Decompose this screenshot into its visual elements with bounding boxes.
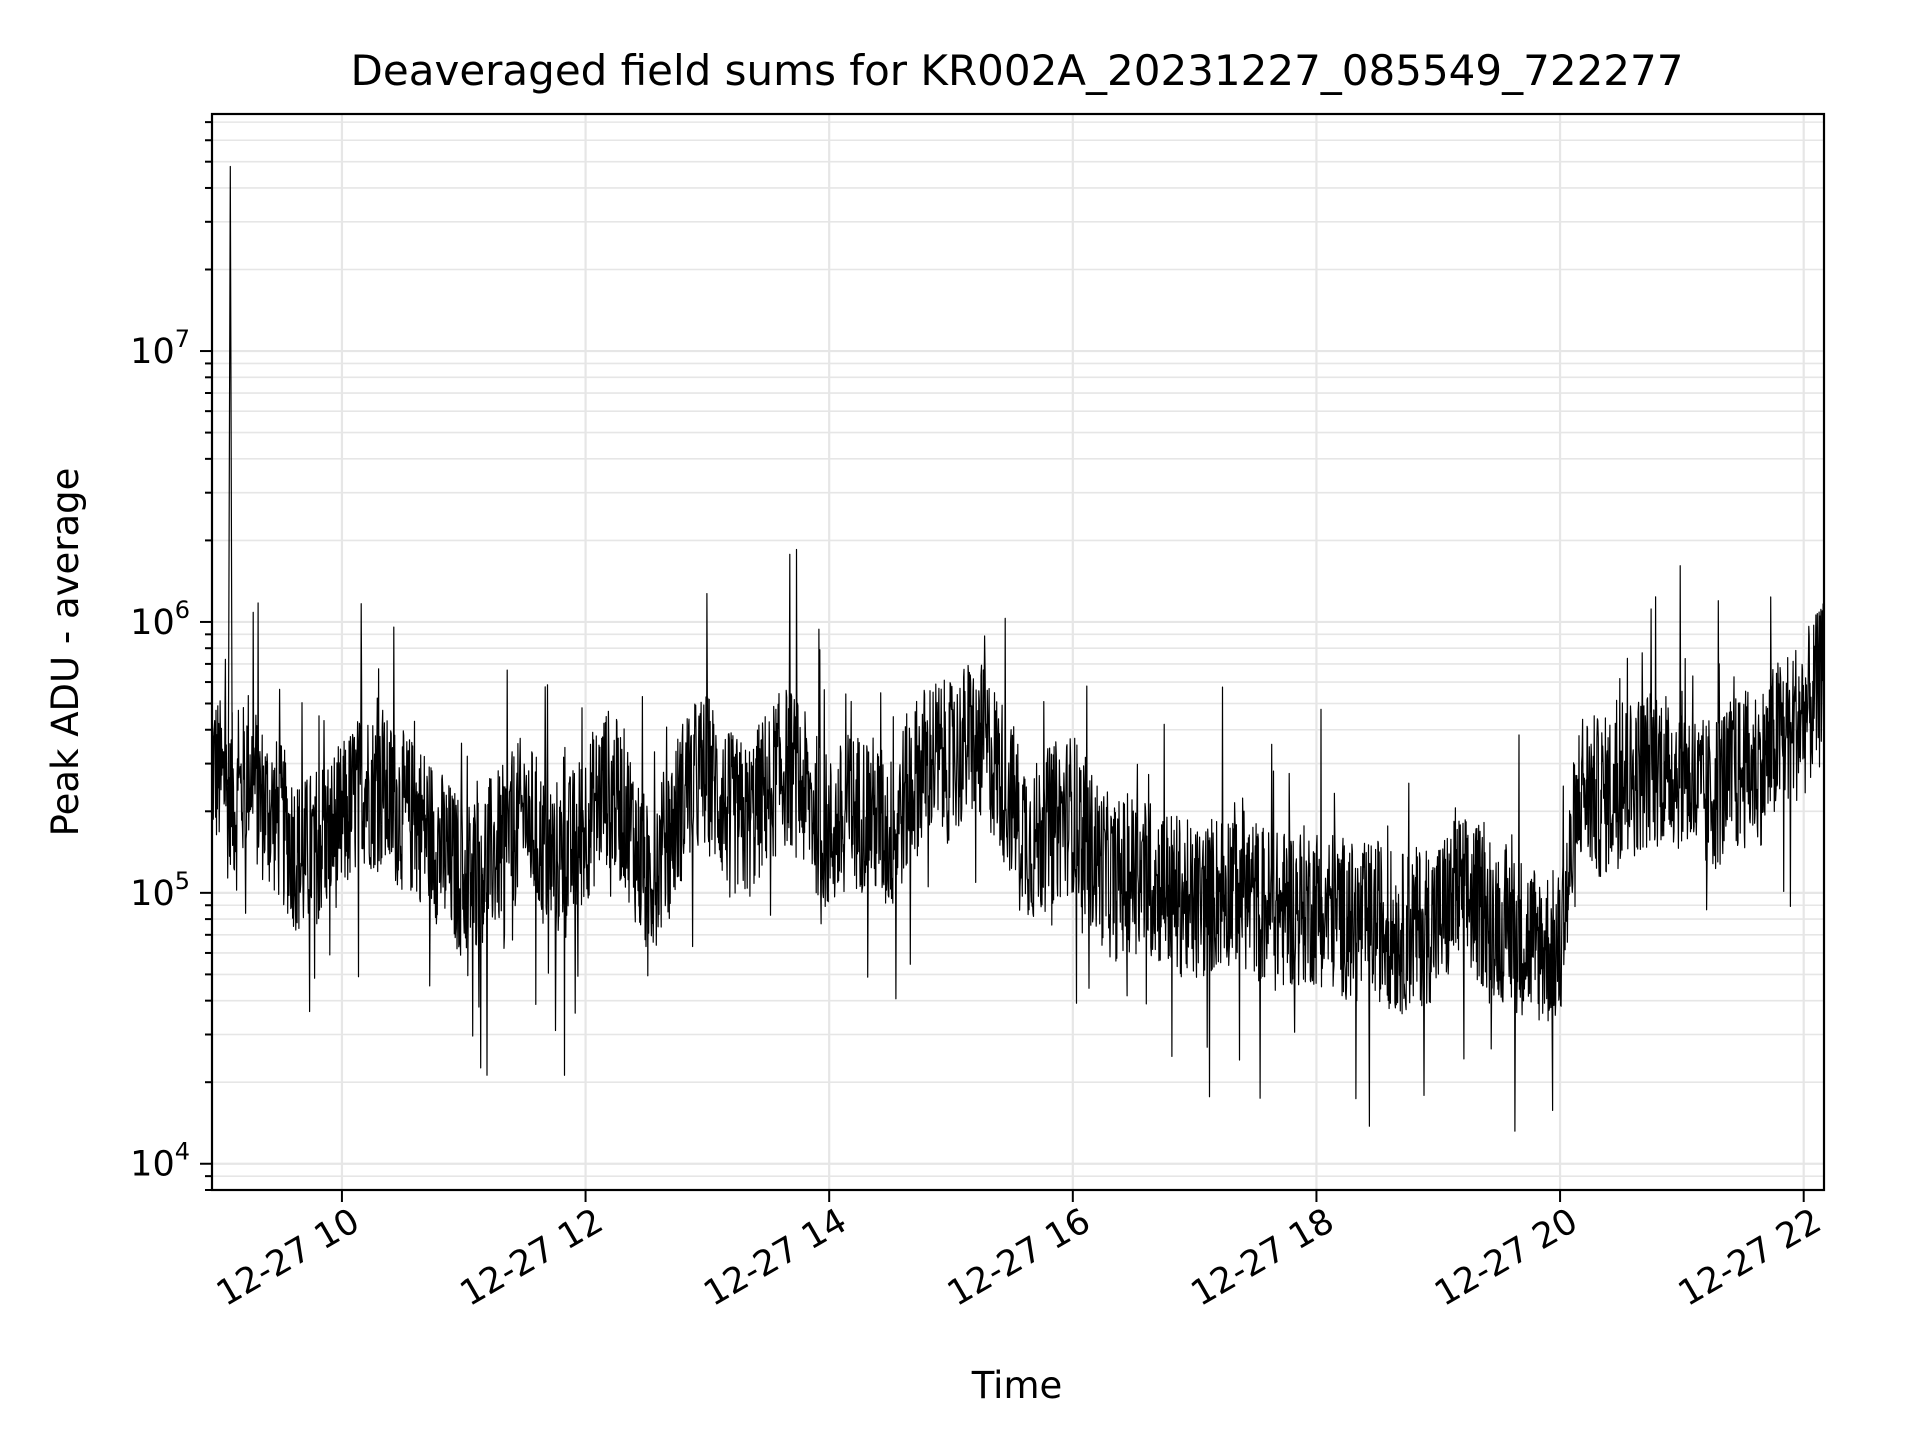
series-line: [212, 165, 1824, 1132]
y-tick-label: 106: [130, 596, 190, 643]
y-tick-label: 104: [130, 1138, 190, 1185]
y-axis: 104 105 106 107: [130, 121, 212, 1191]
y-tick-label: 107: [130, 325, 190, 372]
y-axis-label: Peak ADU - average: [44, 468, 87, 837]
chart-title: Deaveraged field sums for KR002A_2023122…: [351, 46, 1684, 95]
x-tick-label: 12-27 18: [1185, 1201, 1341, 1314]
x-tick-label: 12-27 12: [454, 1201, 610, 1314]
x-tick-label: 12-27 10: [210, 1201, 366, 1314]
x-axis: 12-27 10 12-27 12 12-27 14 12-27 16 12-27 18…: [210, 1190, 1828, 1314]
grid: [212, 114, 1824, 1191]
y-tick-label: 105: [130, 867, 190, 914]
x-tick-label: 12-27 22: [1672, 1201, 1828, 1314]
x-tick-label: 12-27 20: [1428, 1201, 1584, 1314]
x-axis-label: Time: [971, 1364, 1063, 1407]
x-tick-label: 12-27 16: [941, 1201, 1097, 1314]
x-tick-label: 12-27 14: [697, 1201, 853, 1314]
plot-frame: [210, 112, 1826, 1192]
